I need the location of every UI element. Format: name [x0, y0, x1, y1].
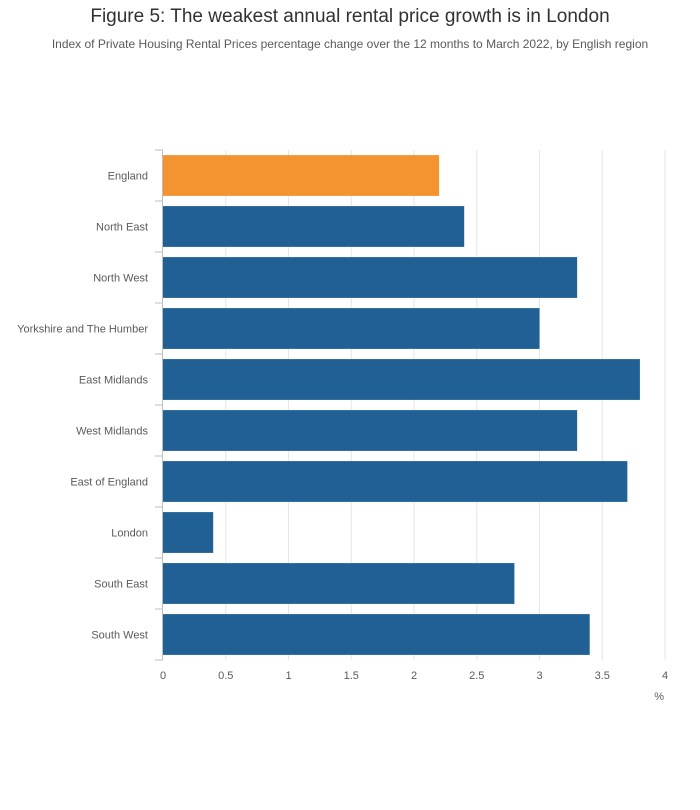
bar [163, 410, 578, 451]
bar [163, 563, 515, 604]
x-tick-label: 0.5 [218, 670, 233, 682]
labels: 0 0.5 1 1.5 2 2.5 3 3.5 4 England North East North … [17, 171, 668, 683]
x-tick-label: 4 [662, 670, 668, 682]
x-tick-label: 3 [536, 670, 542, 682]
x-tick-label: 2 [411, 670, 417, 682]
category-label: Yorkshire and The Humber [17, 324, 148, 336]
x-tick-label: 0 [160, 670, 166, 682]
category-label: North West [93, 273, 148, 285]
category-label: West Midlands [76, 426, 148, 438]
category-label: South East [94, 579, 148, 591]
category-label: England [108, 171, 148, 183]
chart-title: Figure 5: The weakest annual rental pric… [90, 6, 610, 27]
bar [163, 206, 465, 247]
category-label: East Midlands [79, 375, 149, 387]
x-tick-label: 2.5 [469, 670, 484, 682]
bar [163, 359, 640, 400]
bar [163, 257, 578, 298]
x-tick-label: 1 [285, 670, 291, 682]
bar [163, 155, 440, 196]
x-tick-label: 3.5 [595, 670, 610, 682]
category-label: East of England [70, 477, 148, 489]
category-label: North East [96, 222, 148, 234]
chart-subtitle: Index of Private Housing Rental Prices p… [51, 37, 649, 51]
category-label: London [111, 528, 148, 540]
bar [163, 461, 628, 502]
bar [163, 512, 214, 553]
x-tick-label: 1.5 [344, 670, 359, 682]
bar [163, 614, 590, 655]
category-label: South West [91, 630, 148, 642]
x-axis-unit-label: % [654, 691, 664, 703]
bars [163, 155, 640, 655]
bar [163, 308, 540, 349]
axes [155, 149, 163, 661]
